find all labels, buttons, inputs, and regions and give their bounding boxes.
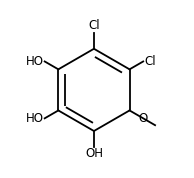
Text: HO: HO	[26, 112, 44, 125]
Text: Cl: Cl	[144, 55, 156, 68]
Text: O: O	[139, 112, 148, 125]
Text: HO: HO	[26, 55, 44, 68]
Text: OH: OH	[85, 147, 103, 160]
Text: Cl: Cl	[88, 19, 100, 32]
